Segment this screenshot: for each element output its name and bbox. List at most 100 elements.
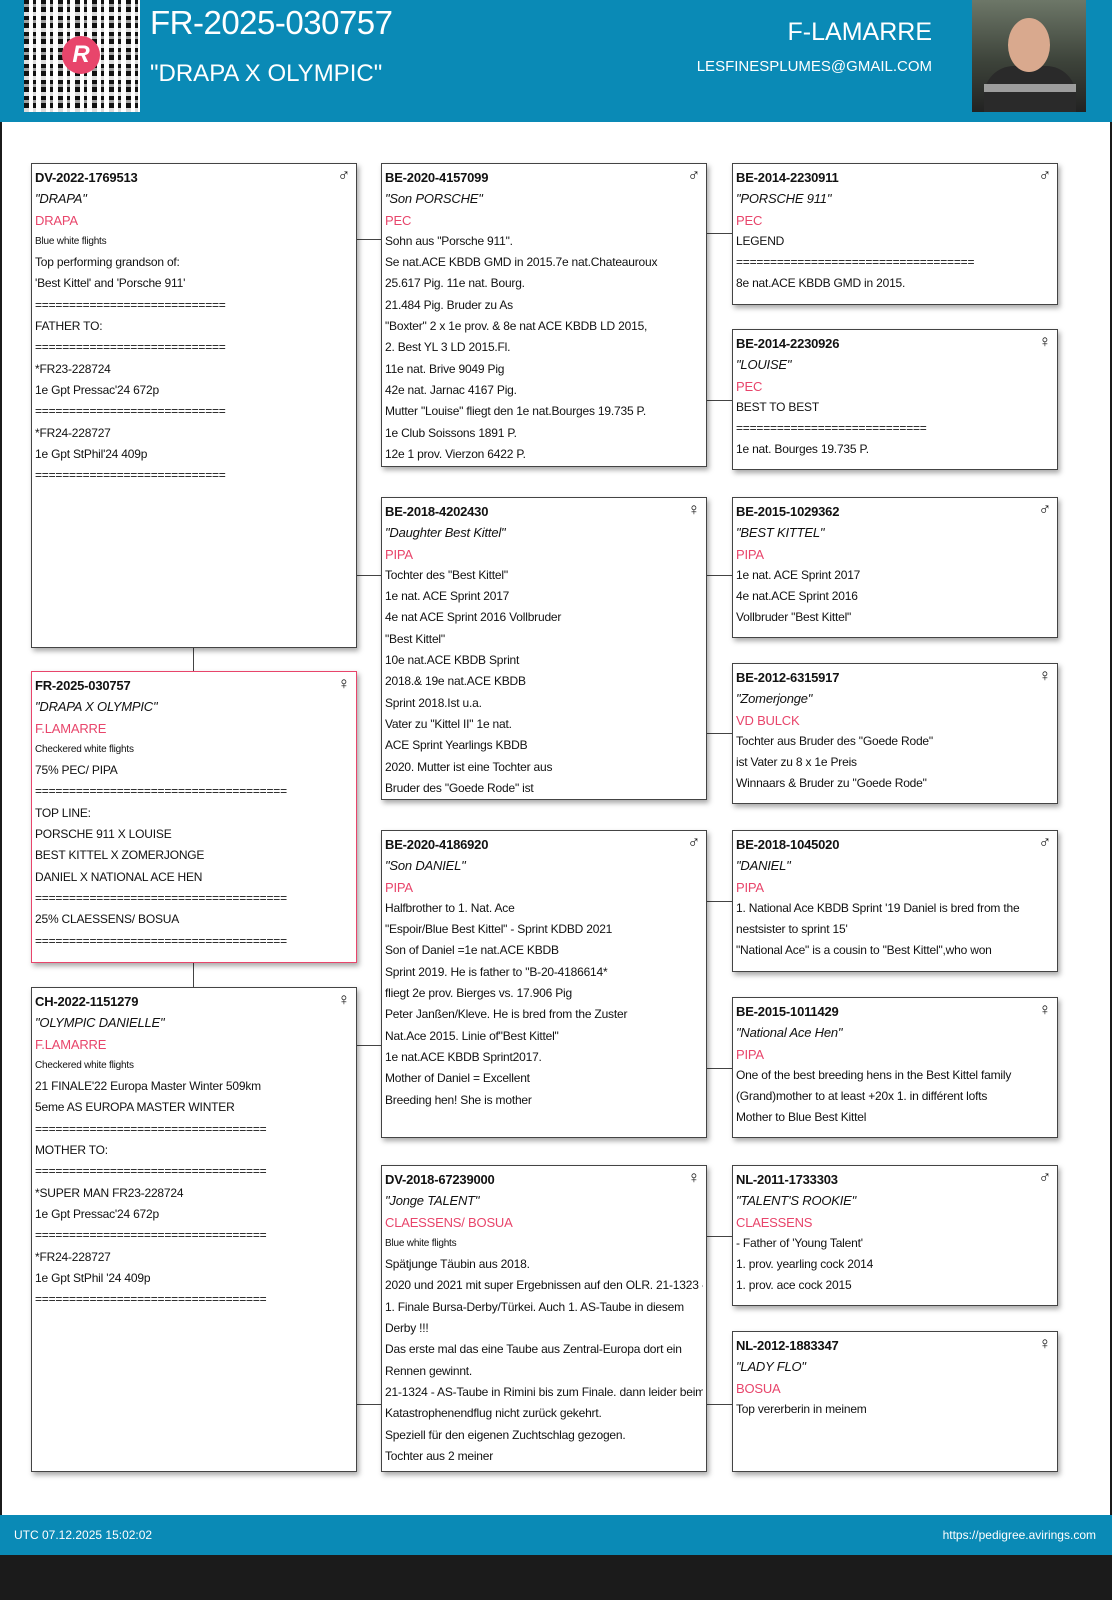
info-line: ===================================== (35, 890, 287, 905)
pigeon-card[interactable]: NL-2012-1883347 ♀ "LADY FLO" BOSUA Top verer… (732, 1331, 1058, 1472)
pigeon-card[interactable]: BE-2020-4157099 ♂ "Son PORSCHE" PEC Sohn aus… (381, 163, 707, 467)
female-icon: ♀ (1038, 1334, 1051, 1353)
info-line: Tochter aus Bruder des "Goede Rode" (736, 733, 933, 748)
pigeon-card[interactable]: BE-2015-1011429 ♀ "National Ace Hen" PIPA On… (732, 997, 1058, 1138)
info-line: Speziell für den eigenen Zuchtschlag gez… (385, 1427, 626, 1442)
info-line: 2020. Mutter ist eine Tochter aus (385, 759, 553, 774)
breeder-name: BOSUA (736, 1380, 781, 1396)
pedigree-connector-line (193, 648, 194, 671)
info-line: BEST TO BEST (736, 399, 819, 414)
footer-url[interactable]: https://pedigree.avirings.com (942, 1528, 1096, 1542)
pedigree-connector-line (707, 1068, 732, 1069)
female-icon: ♀ (337, 990, 350, 1009)
info-line: 'Best Kittel' and 'Porsche 911' (35, 276, 186, 291)
info-line: One of the best breeding hens in the Bes… (736, 1067, 1012, 1082)
pedigree-connector-line (707, 733, 732, 734)
pigeon-name: "LOUISE" (736, 357, 792, 373)
avirings-logo-icon: R (62, 36, 100, 74)
male-icon: ♂ (1038, 833, 1051, 852)
info-line: MOTHER TO: (35, 1143, 108, 1158)
info-line: "National Ace" is a cousin to "Best Kitt… (736, 943, 992, 958)
info-line: 25% CLAESSENS/ BOSUA (35, 912, 180, 927)
pigeon-card[interactable]: BE-2020-4186920 ♂ "Son DANIEL" PIPA Halfbrot… (381, 830, 707, 1138)
info-line: 4e nat.ACE Sprint 2016 (736, 589, 858, 604)
male-icon: ♂ (687, 833, 700, 852)
info-line: Mother of Daniel = Excellent (385, 1071, 530, 1086)
pigeon-card[interactable]: DV-2022-1769513 ♂ "DRAPA" DRAPA Blue white f… (31, 163, 357, 648)
info-line: - Father of 'Young Talent' (736, 1235, 863, 1250)
ring-number[interactable]: BE-2018-1045020 (736, 837, 840, 852)
ring-number[interactable]: BE-2020-4186920 (385, 837, 489, 852)
info-line: 1e Gpt Pressac'24 672p (35, 1206, 159, 1221)
info-line: 1e Club Soissons 1891 P. (385, 425, 517, 440)
info-line: Tochter aus 2 meiner (385, 1448, 494, 1463)
info-line: ============================ (35, 340, 226, 355)
pedigree-connector-line (707, 901, 732, 902)
info-line: Se nat.ACE KBDB GMD in 2015.7e nat.Chate… (385, 255, 658, 270)
info-line: 21.484 Pig. Bruder zu As (385, 297, 513, 312)
info-line: Sprint 2019. He is father to "B-20-41866… (385, 964, 608, 979)
pigeon-card[interactable]: BE-2014-2230911 ♂ "PORSCHE 911" PEC LEGEND ==… (732, 163, 1058, 305)
subject-pigeon-card[interactable]: FR-2025-030757 ♀ "DRAPA X OLYMPIC" F.LAMARR… (31, 671, 357, 963)
pigeon-name: "DRAPA X OLYMPIC" (35, 699, 158, 715)
pigeon-card[interactable]: DV-2018-67239000 ♀ "Jonge TALENT" CLAESSENS… (381, 1165, 707, 1472)
pedigree-connector-line (707, 575, 732, 576)
breeder-name: PIPA (736, 1046, 764, 1062)
ring-number[interactable]: BE-2015-1011429 (736, 1004, 839, 1019)
plumage-color: Checkered white flights (35, 1059, 134, 1071)
info-line: Peter Janßen/Kleve. He is bred from the … (385, 1007, 628, 1022)
pedigree-connector-line (357, 239, 381, 240)
info-line: Katastrophenendflug nicht zurück gekehrt… (385, 1406, 602, 1421)
pigeon-name: "Son DANIEL" (385, 858, 466, 874)
female-icon: ♀ (1038, 332, 1051, 351)
info-line: Mutter "Louise" fliegt den 1e nat.Bourge… (385, 404, 646, 419)
breeder-name: F.LAMARRE (35, 1036, 107, 1052)
pedigree-connector-line (357, 1045, 381, 1046)
ring-number[interactable]: BE-2014-2230911 (736, 170, 839, 185)
female-icon: ♀ (687, 1168, 700, 1187)
info-line: 21-1324 - AS-Taube in Rimini bis zum Fin… (385, 1384, 703, 1399)
ring-number[interactable]: NL-2012-1883347 (736, 1338, 839, 1353)
header-pigeon-name: "DRAPA X OLYMPIC" (150, 60, 383, 87)
info-line: Rennen gewinnt. (385, 1363, 473, 1378)
ring-number[interactable]: DV-2018-67239000 (385, 1172, 495, 1187)
pigeon-card[interactable]: BE-2015-1029362 ♂ "BEST KITTEL" PIPA 1e nat.… (732, 497, 1058, 638)
info-line: Derby !!! (385, 1321, 429, 1336)
pigeon-card[interactable]: CH-2022-1151279 ♀ "OLYMPIC DANIELLE" F.LAMA… (31, 987, 357, 1472)
info-line: BEST KITTEL X ZOMERJONGE (35, 848, 205, 863)
pigeon-name: "LADY FLO" (736, 1359, 806, 1375)
pigeon-card[interactable]: BE-2012-6315917 ♀ "Zomerjonge" VD BULCK Toch… (732, 663, 1058, 804)
ring-number[interactable]: FR-2025-030757 (35, 678, 131, 693)
info-line: 8e nat.ACE KBDB GMD in 2015. (736, 276, 906, 291)
info-line: DANIEL X NATIONAL ACE HEN (35, 869, 203, 884)
pigeon-card[interactable]: BE-2018-4202430 ♀ "Daughter Best Kittel" PI… (381, 497, 707, 800)
pigeon-card[interactable]: NL-2011-1733303 ♂ "TALENT'S ROOKIE" CLAESSE… (732, 1165, 1058, 1306)
info-line: 4e nat ACE Sprint 2016 Vollbruder (385, 610, 562, 625)
info-line: 1e nat.ACE KBDB Sprint2017. (385, 1049, 542, 1064)
info-line: 1e Gpt StPhil '24 409p (35, 1270, 151, 1285)
info-line: ================================== (35, 1164, 267, 1179)
pedigree-connector-line (357, 575, 381, 576)
info-line: ist Vater zu 8 x 1e Preis (736, 755, 857, 770)
info-line: 2020 und 2021 mit super Ergebnissen auf … (385, 1278, 703, 1293)
female-icon: ♀ (1038, 1000, 1051, 1019)
info-line: 75% PEC/ PIPA (35, 763, 118, 778)
header-owner: F-LAMARRE (787, 18, 932, 46)
pigeon-card[interactable]: BE-2018-1045020 ♂ "DANIEL" PIPA 1. National … (732, 830, 1058, 972)
info-line: ============================ (35, 404, 226, 419)
male-icon: ♂ (687, 166, 700, 185)
info-line: ============================ (35, 297, 226, 312)
pigeon-card[interactable]: BE-2014-2230926 ♀ "LOUISE" PEC BEST TO BEST =… (732, 329, 1058, 470)
ring-number[interactable]: BE-2012-6315917 (736, 670, 840, 685)
ring-number[interactable]: NL-2011-1733303 (736, 1172, 838, 1187)
ring-number[interactable]: BE-2014-2230926 (736, 336, 840, 351)
footer-timestamp: UTC 07.12.2025 15:02:02 (14, 1528, 153, 1542)
ring-number[interactable]: DV-2022-1769513 (35, 170, 138, 185)
ring-number[interactable]: BE-2018-4202430 (385, 504, 489, 519)
ring-number[interactable]: BE-2020-4157099 (385, 170, 489, 185)
ring-number[interactable]: CH-2022-1151279 (35, 994, 139, 1009)
info-line: FATHER TO: (35, 319, 103, 334)
plumage-color: Checkered white flights (35, 743, 134, 755)
ring-number[interactable]: BE-2015-1029362 (736, 504, 840, 519)
info-line: 42e nat. Jarnac 4167 Pig. (385, 382, 517, 397)
